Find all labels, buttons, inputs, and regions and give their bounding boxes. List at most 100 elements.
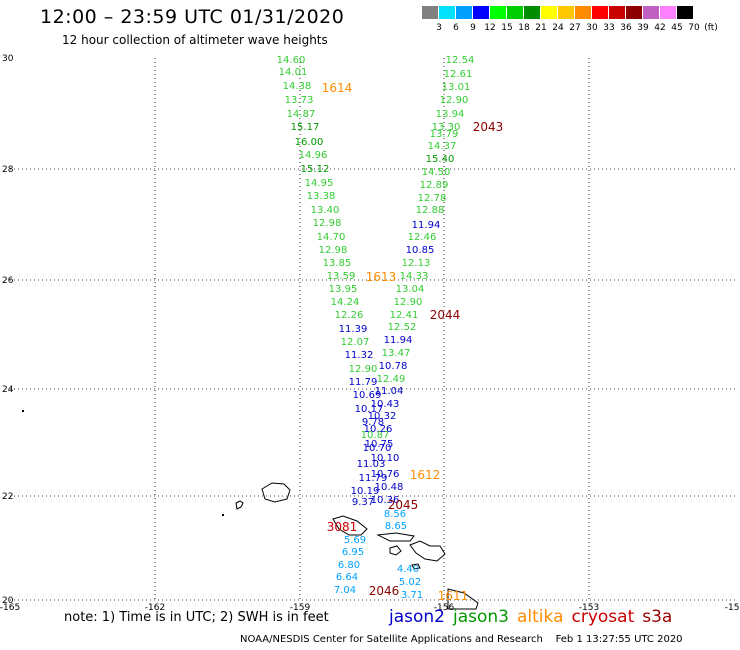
wave-height-label: 12.46 bbox=[408, 232, 437, 243]
credit-line: NOAA/NESDIS Center for Satellite Applica… bbox=[240, 634, 683, 645]
wave-height-label: 12.90 bbox=[349, 364, 378, 375]
legend-label: 45 bbox=[671, 23, 683, 33]
wave-height-label: 13.59 bbox=[327, 271, 356, 282]
color-scale-labels: 3 6 9 12 15 18 21 24 27 30 33 36 39 42 45 70 (ft) bbox=[422, 23, 740, 35]
map-grid: 30 28 26 24 22 20-165 -162 -159 -156 -153 -150 bbox=[0, 54, 740, 613]
wave-height-label: 13.47 bbox=[382, 348, 411, 359]
pass-id-label: 1612 bbox=[410, 468, 441, 482]
wave-height-label: 6.64 bbox=[336, 572, 358, 583]
island-kaula bbox=[222, 514, 224, 516]
wave-height-label: 10.76 bbox=[371, 469, 400, 480]
color-scale-legend: 3 6 9 12 15 18 21 24 27 30 33 36 39 42 45 70 (ft) bbox=[422, 6, 718, 33]
wave-height-label: 10.85 bbox=[406, 245, 435, 256]
pass-id-label: 2043 bbox=[473, 120, 504, 134]
legend-label: (ft) bbox=[704, 23, 718, 33]
island-kahoolawe bbox=[411, 563, 421, 570]
wave-height-label: 16.00 bbox=[295, 137, 324, 148]
wave-height-label: 6.95 bbox=[342, 547, 364, 558]
wave-height-label: 10.48 bbox=[375, 482, 404, 493]
legend-label: 21 bbox=[535, 23, 547, 33]
wave-height-label: 11.04 bbox=[375, 386, 404, 397]
legend-label: 36 bbox=[620, 23, 632, 33]
legend-swatch bbox=[660, 6, 677, 19]
wave-height-label: 11.94 bbox=[384, 335, 413, 346]
satellite-legend-item: cryosat bbox=[571, 607, 635, 627]
latitude-label: 20 bbox=[2, 596, 14, 606]
wave-height-label: 11.03 bbox=[357, 459, 386, 470]
legend-swatch bbox=[575, 6, 592, 19]
legend-label: 39 bbox=[637, 23, 649, 33]
latitude-label: 26 bbox=[2, 276, 14, 286]
wave-height-label: 14.38 bbox=[283, 81, 312, 92]
wave-height-label: 14.01 bbox=[279, 67, 308, 78]
wave-height-label: 10.87 bbox=[361, 430, 390, 441]
wave-height-label: 13.30 bbox=[432, 122, 461, 133]
wave-height-label: 10.32 bbox=[368, 411, 397, 422]
pass-id-label: 1614 bbox=[322, 81, 353, 95]
wave-height-label: 14.33 bbox=[400, 271, 429, 282]
pass-id-label: 1613 bbox=[366, 270, 397, 284]
satellite-legend-item: jason3 bbox=[453, 607, 509, 627]
satellite-legend-item: s3a bbox=[642, 607, 673, 627]
wave-height-label: 11.79 bbox=[359, 473, 388, 484]
wave-height-label: 10.26 bbox=[364, 424, 393, 435]
legend-swatch bbox=[473, 6, 490, 19]
legend-label: 27 bbox=[569, 23, 581, 33]
wave-height-label: 11.32 bbox=[345, 350, 374, 361]
legend-swatch bbox=[524, 6, 541, 19]
legend-swatch bbox=[507, 6, 524, 19]
wave-height-label: 10.19 bbox=[351, 486, 380, 497]
longitude-label: -159 bbox=[290, 603, 311, 613]
wave-height-label: 13.04 bbox=[396, 284, 425, 295]
pass-id-label: 1611 bbox=[438, 589, 469, 603]
credit-timestamp: Feb 1 13:27:55 UTC 2020 bbox=[555, 634, 683, 645]
wave-height-label: 12.07 bbox=[341, 337, 370, 348]
wave-height-label: 15.40 bbox=[426, 154, 455, 165]
wave-height-label: 4.40 bbox=[397, 564, 419, 575]
legend-label: 42 bbox=[654, 23, 666, 33]
legend-label: 70 bbox=[688, 23, 700, 33]
wave-height-label: 12.90 bbox=[394, 297, 423, 308]
wave-height-label: 12.61 bbox=[444, 69, 473, 80]
wave-height-label: 10.17 bbox=[355, 404, 384, 415]
pass-id-layer: 1614 2043 1613 2044 1612 2045 3081 2046 1611 bbox=[322, 81, 504, 603]
legend-label: 30 bbox=[586, 23, 598, 33]
wave-height-label: 14.24 bbox=[331, 297, 360, 308]
wave-height-label: 6.80 bbox=[338, 560, 360, 571]
legend-label: 12 bbox=[484, 23, 496, 33]
wave-height-label: 12.89 bbox=[420, 180, 449, 191]
island-niihau bbox=[235, 500, 244, 510]
wave-height-label: 13.94 bbox=[436, 109, 465, 120]
wave-height-label: 10.10 bbox=[371, 453, 400, 464]
longitude-label: -156 bbox=[434, 603, 455, 613]
legend-label: 24 bbox=[552, 23, 564, 33]
legend-swatch bbox=[490, 6, 507, 19]
wave-height-label: 7.04 bbox=[334, 585, 356, 596]
pass-id-label: 2045 bbox=[388, 498, 419, 512]
map-title: 12:00 – 23:59 UTC 01/31/2020 bbox=[40, 6, 345, 28]
pass-id-label: 2046 bbox=[369, 584, 400, 598]
credit-organization: NOAA/NESDIS Center for Satellite Applica… bbox=[240, 634, 543, 645]
wave-height-label: 14.70 bbox=[317, 232, 346, 243]
wave-height-label: 13.40 bbox=[311, 205, 340, 216]
wave-height-label: 10.43 bbox=[371, 399, 400, 410]
legend-swatch bbox=[439, 6, 456, 19]
wave-height-label: 13.38 bbox=[307, 191, 336, 202]
wave-height-label: 14.50 bbox=[422, 167, 451, 178]
pass-id-label: 2044 bbox=[430, 308, 461, 322]
wave-height-label: 10.78 bbox=[379, 361, 408, 372]
latitude-label: 22 bbox=[2, 492, 13, 502]
legend-label: 9 bbox=[470, 23, 476, 33]
longitude-label: -150 bbox=[725, 603, 740, 613]
legend-swatch bbox=[643, 6, 660, 19]
wave-height-label: 12.98 bbox=[319, 245, 348, 256]
latitude-label: 28 bbox=[2, 165, 14, 175]
wave-height-label: 12.26 bbox=[335, 310, 364, 321]
legend-swatch bbox=[592, 6, 609, 19]
wave-height-label: 14.37 bbox=[428, 141, 457, 152]
wave-height-label: 13.95 bbox=[329, 284, 358, 295]
wave-height-label: 8.56 bbox=[384, 509, 406, 520]
island-nihoa bbox=[22, 410, 24, 412]
wave-height-label: 10.70 bbox=[363, 443, 392, 454]
